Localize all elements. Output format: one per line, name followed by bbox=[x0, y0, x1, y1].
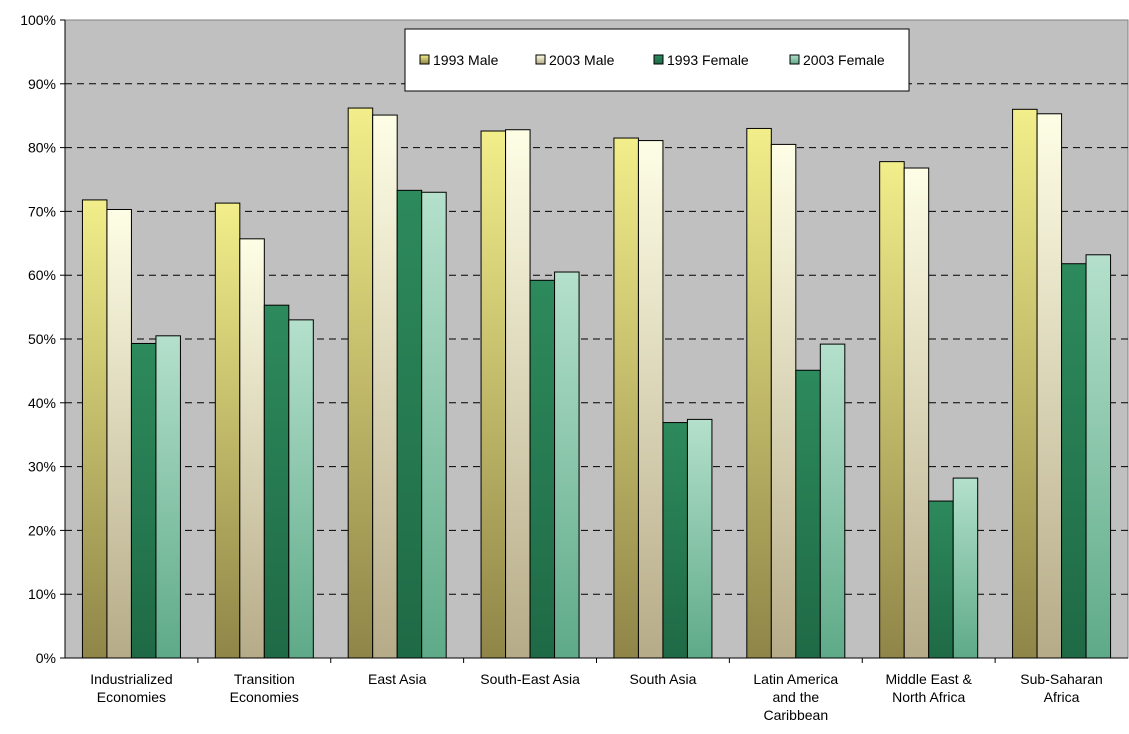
x-tick-label: Industrialized bbox=[90, 671, 173, 687]
bar bbox=[1061, 263, 1087, 659]
bar bbox=[347, 107, 374, 659]
y-tick-label: 70% bbox=[28, 203, 56, 219]
bar bbox=[155, 335, 181, 659]
bar bbox=[239, 238, 265, 659]
x-tick-label: East Asia bbox=[368, 671, 427, 687]
legend-swatch bbox=[535, 54, 546, 65]
bar bbox=[952, 477, 979, 659]
bar bbox=[81, 199, 108, 659]
bar bbox=[903, 167, 930, 659]
bar bbox=[613, 137, 639, 659]
legend: 1993 Male 2003 Male 1993 Female 2003 Female bbox=[404, 28, 910, 92]
y-tick-label: 100% bbox=[20, 12, 56, 28]
bar bbox=[928, 500, 954, 659]
bar bbox=[1012, 108, 1038, 659]
x-tick-label: Africa bbox=[1044, 689, 1080, 705]
bar bbox=[770, 143, 797, 659]
x-tick-label: Middle East & bbox=[886, 671, 973, 687]
bar bbox=[288, 319, 314, 659]
bar bbox=[480, 130, 507, 659]
bar bbox=[130, 342, 157, 659]
bar bbox=[529, 279, 556, 659]
bar bbox=[505, 129, 531, 659]
y-tick-label: 80% bbox=[28, 140, 56, 156]
y-tick-label: 50% bbox=[28, 331, 56, 347]
y-tick-label: 90% bbox=[28, 76, 56, 92]
bar bbox=[795, 369, 821, 659]
bar bbox=[263, 304, 290, 659]
bar bbox=[662, 422, 688, 659]
y-tick-label: 40% bbox=[28, 395, 56, 411]
bars bbox=[81, 107, 1112, 659]
x-tick-label: Caribbean bbox=[764, 707, 829, 723]
bar bbox=[421, 191, 447, 659]
x-tick-label: Economies bbox=[230, 689, 299, 705]
y-tick-label: 60% bbox=[28, 267, 56, 283]
x-tick-label: and the bbox=[772, 689, 819, 705]
bar bbox=[1085, 254, 1112, 659]
bar bbox=[106, 208, 132, 659]
bar bbox=[879, 161, 905, 659]
bar bbox=[1036, 113, 1063, 659]
y-tick-label: 0% bbox=[36, 650, 56, 666]
x-tick-label: Sub-Saharan bbox=[1020, 671, 1103, 687]
legend-label: 2003 Female bbox=[803, 52, 885, 68]
x-tick-label: South-East Asia bbox=[480, 671, 580, 687]
y-tick-label: 20% bbox=[28, 522, 56, 538]
bar bbox=[686, 418, 713, 659]
x-tick-label: South Asia bbox=[629, 671, 696, 687]
x-tick-label: North Africa bbox=[892, 689, 965, 705]
y-tick-label: 10% bbox=[28, 586, 56, 602]
x-tick-label: Transition bbox=[234, 671, 295, 687]
bar bbox=[554, 271, 580, 659]
x-tick-label: Economies bbox=[97, 689, 166, 705]
legend-swatch bbox=[789, 54, 800, 65]
bar bbox=[819, 343, 846, 659]
legend-label: 1993 Female bbox=[667, 52, 749, 68]
axes: 0% 10% 20% 30% 40% 50% 60% 70% 80% 90% 100% Industr… bbox=[20, 12, 1128, 723]
legend-swatch bbox=[419, 54, 430, 65]
bar bbox=[396, 189, 423, 659]
x-tick-label: Latin America bbox=[753, 671, 838, 687]
bar bbox=[746, 127, 772, 659]
legend-label: 1993 Male bbox=[433, 52, 499, 68]
legend-swatch bbox=[653, 54, 664, 65]
bar bbox=[637, 140, 664, 659]
bar bbox=[372, 114, 398, 659]
legend-label: 2003 Male bbox=[549, 52, 615, 68]
y-tick-label: 30% bbox=[28, 459, 56, 475]
bar bbox=[214, 202, 241, 659]
